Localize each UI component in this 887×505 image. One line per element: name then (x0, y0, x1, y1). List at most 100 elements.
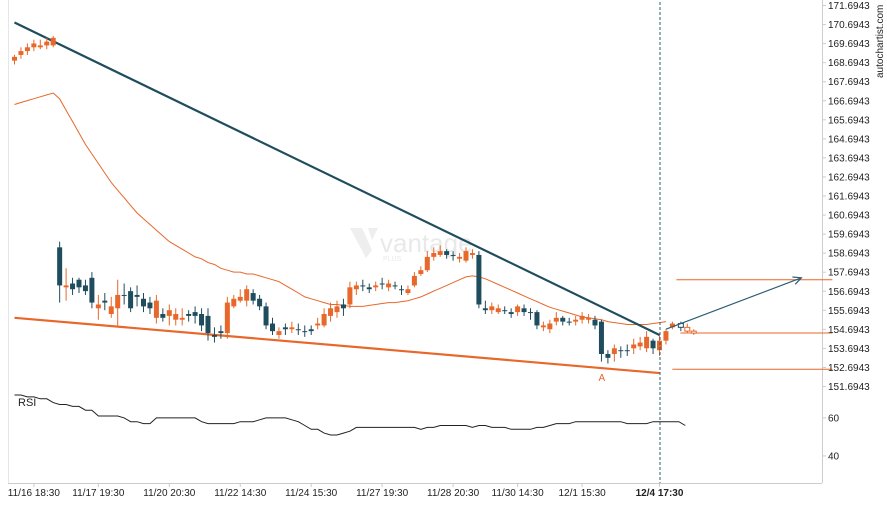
candle-body (276, 331, 282, 335)
candle (663, 329, 669, 345)
candle-body (263, 306, 269, 326)
time-axis: 11/16 18:30 11/17 19:30 11/20 20:30 11/22 1… (8, 483, 684, 499)
candle (437, 245, 443, 257)
brand-watermark: vantage PLUS (350, 228, 473, 263)
watermark-brand: vantage (380, 228, 473, 258)
candle-body (250, 293, 256, 301)
candle-body (502, 310, 508, 312)
candle-body (102, 300, 108, 303)
ma-line (14, 92, 667, 325)
candle-body (411, 275, 417, 286)
candle (353, 281, 359, 295)
candle (70, 277, 76, 295)
candle (469, 249, 475, 259)
time-tick-label: 11/20 20:30 (143, 488, 196, 499)
candle-body (360, 285, 366, 287)
candle (218, 325, 224, 339)
candle-body (237, 296, 243, 301)
candle-body (315, 323, 321, 326)
price-tick-label: 160.6943 (828, 211, 870, 222)
candle-body (437, 251, 443, 255)
candle (560, 315, 566, 326)
candle-body (270, 323, 275, 332)
candle (637, 336, 643, 351)
upper-trend-line (14, 21, 660, 336)
candle (57, 241, 63, 303)
candle-body (598, 321, 604, 355)
candle (89, 272, 95, 309)
candle-body (37, 45, 43, 48)
candle (44, 37, 50, 50)
candle (598, 319, 604, 362)
candle (31, 39, 37, 52)
candle (605, 350, 611, 364)
candle (386, 279, 392, 292)
candle (173, 308, 179, 326)
candle (321, 308, 327, 328)
forecast-candles (677, 321, 697, 335)
candle (37, 39, 43, 50)
rsi-label: RSI (18, 397, 36, 409)
candle-body (379, 283, 385, 285)
candle (237, 289, 243, 303)
candle (611, 344, 617, 362)
candle-body (624, 350, 630, 352)
candle-body (392, 285, 398, 287)
candle (528, 308, 533, 320)
candle-body (644, 336, 650, 349)
candle-body (289, 327, 295, 330)
candle (179, 308, 185, 326)
forecast-candle (690, 329, 697, 335)
candle-body (44, 41, 50, 46)
price-tick-label: 151.6943 (828, 382, 870, 393)
price-tick-label: 159.6943 (828, 230, 870, 241)
candle-body (399, 289, 404, 291)
candle (282, 323, 288, 335)
candle-body (431, 253, 437, 257)
candle-body (70, 283, 76, 290)
candle (115, 279, 121, 326)
candle (534, 310, 540, 330)
candle (128, 287, 134, 313)
candle (482, 300, 488, 315)
candle (340, 298, 346, 316)
price-tick-label: 154.6943 (828, 325, 870, 336)
price-axis: 171.6943 170.6943 169.6943 168.6943 167.6943… (822, 1, 870, 393)
time-tick-label: 11/28 20:30 (427, 488, 480, 499)
candle-body (141, 298, 146, 307)
watermark-logo-icon (350, 228, 378, 258)
time-tick-label: 11/22 14:30 (214, 488, 267, 499)
candle (211, 327, 217, 343)
candle-body (31, 43, 37, 48)
candle-body (76, 279, 82, 288)
candle-body (386, 283, 392, 288)
candle-body (547, 323, 553, 330)
candle (82, 279, 88, 295)
candle (431, 247, 437, 261)
candles (12, 35, 675, 364)
candle (186, 310, 192, 322)
candle (108, 296, 114, 318)
candle (566, 317, 572, 326)
candle (276, 327, 282, 339)
price-tick-label: 170.6943 (828, 20, 870, 31)
candle-body (450, 254, 456, 256)
candle (18, 47, 24, 59)
candle (231, 294, 237, 309)
candle-body (521, 308, 527, 313)
candle (579, 312, 585, 324)
rsi-line (14, 394, 686, 436)
candle (573, 315, 579, 326)
candle (289, 321, 295, 334)
time-tick-label: 12/1 15:30 (558, 488, 606, 499)
candle (302, 325, 308, 337)
candle (50, 35, 56, 48)
rsi-tick-label: 60 (828, 413, 840, 424)
candle (295, 323, 301, 335)
price-tick-label: 171.6943 (828, 1, 870, 12)
candle (463, 247, 469, 263)
candle (450, 251, 456, 261)
candle-body (192, 312, 198, 316)
site-label: autochartist.com (875, 5, 886, 78)
